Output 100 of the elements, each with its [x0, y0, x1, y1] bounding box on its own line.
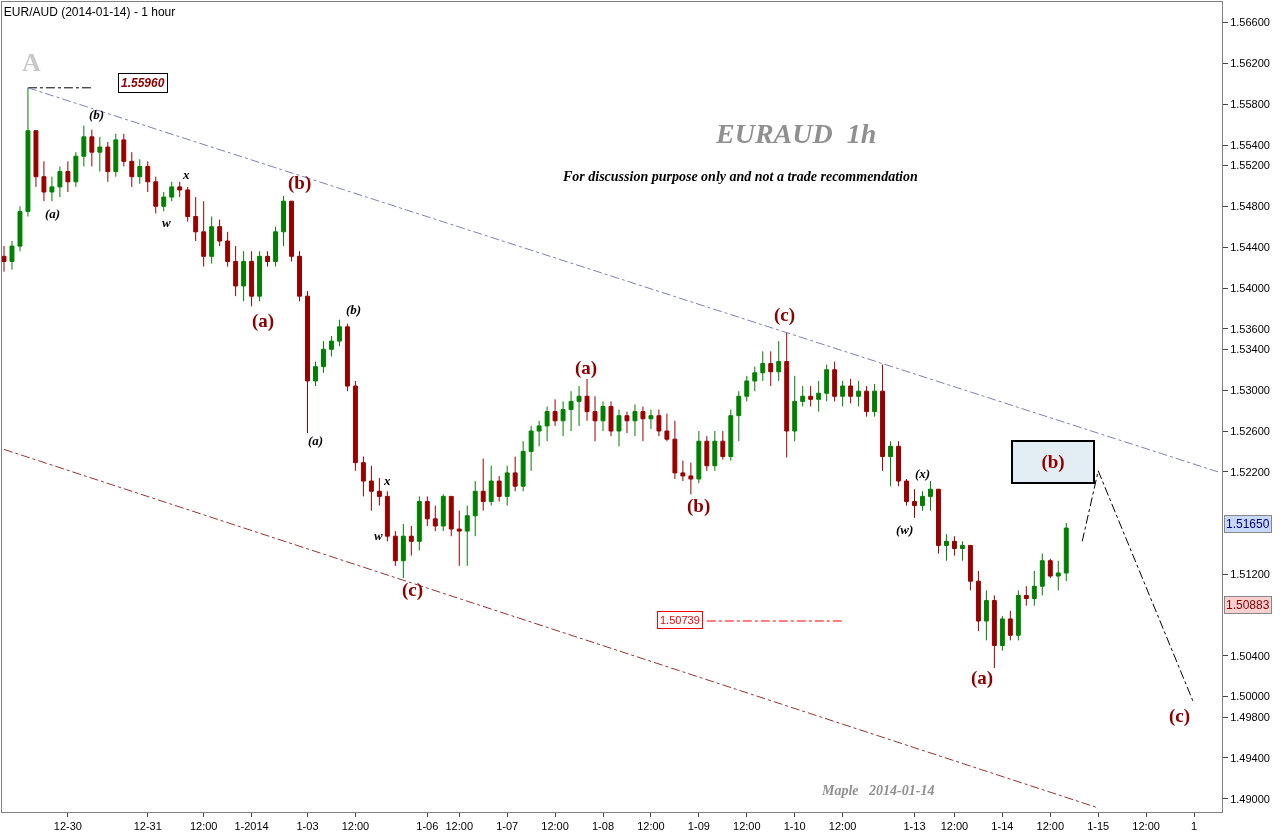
- candlestick: [975, 570, 981, 632]
- annotation: (c): [1169, 705, 1191, 727]
- candlestick: [808, 385, 814, 407]
- candlestick: [289, 200, 294, 262]
- candlestick: [297, 250, 302, 302]
- annotation: (a): [575, 357, 598, 379]
- text: 1.51650: [1226, 517, 1270, 531]
- candlestick: [656, 409, 662, 437]
- candlestick: [728, 409, 734, 462]
- candlestick: [344, 323, 350, 392]
- y-tick-label: 1.49400: [1230, 751, 1270, 764]
- candlestick: [113, 133, 119, 178]
- candlestick: [137, 158, 143, 185]
- candlestick: [33, 130, 39, 188]
- x-tick-label: 1-10: [783, 820, 806, 833]
- annotation: (a): [308, 433, 324, 448]
- candlestick: [153, 176, 159, 214]
- candlestick: [800, 385, 806, 407]
- candlestick: [1015, 589, 1021, 641]
- x-tick-label: 1-08: [591, 820, 615, 833]
- y-tick-label: 1.50000: [1230, 690, 1270, 703]
- annotation: x: [383, 473, 391, 488]
- x-tick-label: 12:00: [445, 820, 474, 833]
- candlestick: [57, 165, 63, 198]
- candlestick: [1023, 585, 1029, 607]
- x-tick-label: 12:00: [341, 820, 370, 833]
- candlestick: [528, 425, 534, 472]
- annotation: w: [374, 528, 383, 543]
- candlestick: [792, 375, 798, 442]
- candlestick: [983, 589, 989, 641]
- x-tick-label: 12-31: [133, 820, 162, 833]
- candlestick: [872, 383, 878, 418]
- candlestick: [696, 430, 702, 484]
- candlestick: [752, 366, 758, 392]
- candlestick: [999, 615, 1005, 652]
- y-tick-label: 1.50400: [1230, 649, 1270, 662]
- candlestick: [73, 151, 79, 188]
- annotation: (c): [774, 304, 796, 326]
- candlestick: [608, 400, 614, 437]
- candlestick: [368, 465, 374, 512]
- chart-title: EUR/AUD (2014-01-14) - 1 hour: [3, 5, 176, 20]
- candlestick: [321, 340, 326, 374]
- x-tick-label: 1-2014: [234, 820, 269, 833]
- candlestick: [65, 160, 71, 193]
- candlestick: [145, 160, 151, 193]
- annotation: (b): [288, 172, 312, 194]
- candlestick: [329, 335, 334, 357]
- annotation: w: [162, 215, 171, 230]
- candlestick: [912, 488, 917, 519]
- candlestick: [1047, 558, 1053, 579]
- candlestick: [313, 361, 318, 387]
- candlestick: [488, 465, 494, 507]
- y-tick-label: 1.56200: [1230, 57, 1270, 70]
- y-tick-label: 1.51200: [1230, 567, 1270, 580]
- candlestick: [936, 488, 941, 555]
- annotation: (c): [402, 579, 424, 601]
- candlestick: [648, 409, 654, 430]
- y-tick-label: 1.54400: [1230, 241, 1270, 253]
- candlestick: [209, 216, 215, 264]
- candlestick: [376, 477, 382, 507]
- candlestick: [225, 231, 231, 268]
- candlestick: [776, 340, 782, 382]
- candlestick: [560, 400, 566, 437]
- candlestick: [512, 456, 518, 492]
- candlestick: [384, 490, 390, 542]
- candlestick: [584, 378, 590, 422]
- candlestick: [105, 141, 111, 183]
- annotation: (w): [896, 522, 914, 537]
- candlestick: [520, 440, 526, 492]
- candlestick: [680, 460, 686, 482]
- candlestick: [768, 350, 774, 387]
- candlestick: [552, 398, 558, 427]
- x-tick-label: 12:00: [637, 820, 665, 833]
- candlestick: [472, 480, 478, 537]
- candlestick: [704, 435, 710, 472]
- candlestick: [352, 380, 358, 472]
- y-tick-label: 1.55800: [1230, 97, 1270, 110]
- candlestick: [736, 390, 742, 442]
- annotation: (b): [1041, 451, 1065, 473]
- candlestick: [129, 151, 135, 188]
- candlestick: [185, 186, 191, 223]
- candlestick: [632, 403, 638, 437]
- candlestick: [360, 456, 366, 497]
- candlestick: [991, 594, 997, 669]
- candlestick: [2, 245, 7, 273]
- y-tick-label: 1.54800: [1230, 200, 1270, 213]
- candlestick: [896, 440, 901, 487]
- candlestick: [720, 430, 726, 461]
- candlestick: [336, 319, 342, 347]
- candlestick: [17, 205, 23, 252]
- x-tick-label: 12:00: [1132, 820, 1160, 833]
- y-tick-label: 1.54000: [1230, 281, 1270, 294]
- candlestick: [967, 544, 973, 591]
- candlestick: [624, 411, 630, 434]
- candlestick: [760, 350, 766, 382]
- x-tick-label: 1-09: [687, 820, 710, 833]
- annotation: 1.55960: [121, 76, 165, 90]
- candlestick: [257, 250, 263, 302]
- candlestick: [273, 226, 279, 268]
- candlestick: [943, 533, 949, 562]
